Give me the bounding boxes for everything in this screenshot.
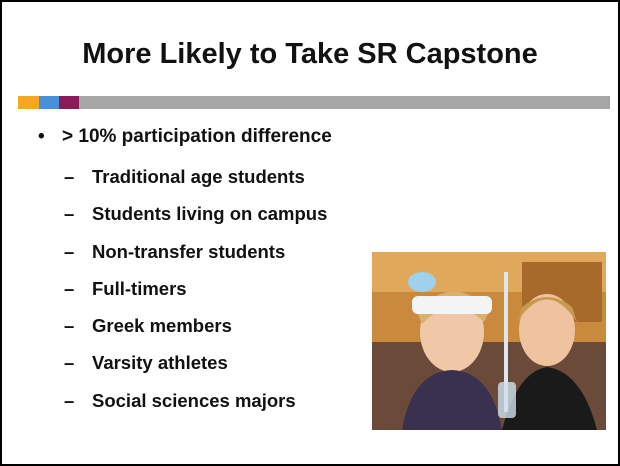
dash: – (64, 274, 92, 304)
sub-bullet-text: Full-timers (92, 278, 187, 299)
dash: – (64, 348, 92, 378)
sub-bullet-text: Traditional age students (92, 166, 305, 187)
sub-bullet-text: Greek members (92, 315, 232, 336)
sub-bullet: –Varsity athletes (64, 348, 327, 385)
photo (372, 252, 606, 430)
dash: – (64, 386, 92, 416)
sub-bullet-list: –Traditional age students–Students livin… (64, 162, 327, 423)
sub-bullet: –Students living on campus (64, 199, 327, 236)
accent-orange (18, 96, 39, 109)
dash: – (64, 311, 92, 341)
accent-blue (39, 96, 59, 109)
sub-bullet-text: Varsity athletes (92, 352, 228, 373)
bullet: •> 10% participation difference (38, 126, 332, 148)
sub-bullet: –Social sciences majors (64, 386, 327, 423)
sub-bullet-text: Students living on campus (92, 203, 327, 224)
sub-bullet-text: Non-transfer students (92, 241, 285, 262)
bullet-text: > 10% participation difference (62, 126, 332, 147)
sub-bullet: –Full-timers (64, 274, 327, 311)
slide-title: More Likely to Take SR Capstone (2, 38, 618, 71)
dash: – (64, 162, 92, 192)
dash: – (64, 237, 92, 267)
slide: More Likely to Take SR Capstone •> 10% p… (0, 0, 620, 466)
sub-bullet-text: Social sciences majors (92, 390, 296, 411)
sub-bullet: –Non-transfer students (64, 237, 327, 274)
sub-bullet: –Traditional age students (64, 162, 327, 199)
accent-gray (79, 96, 610, 109)
accent-purple (59, 96, 79, 109)
sub-bullet: –Greek members (64, 311, 327, 348)
dash: – (64, 199, 92, 229)
